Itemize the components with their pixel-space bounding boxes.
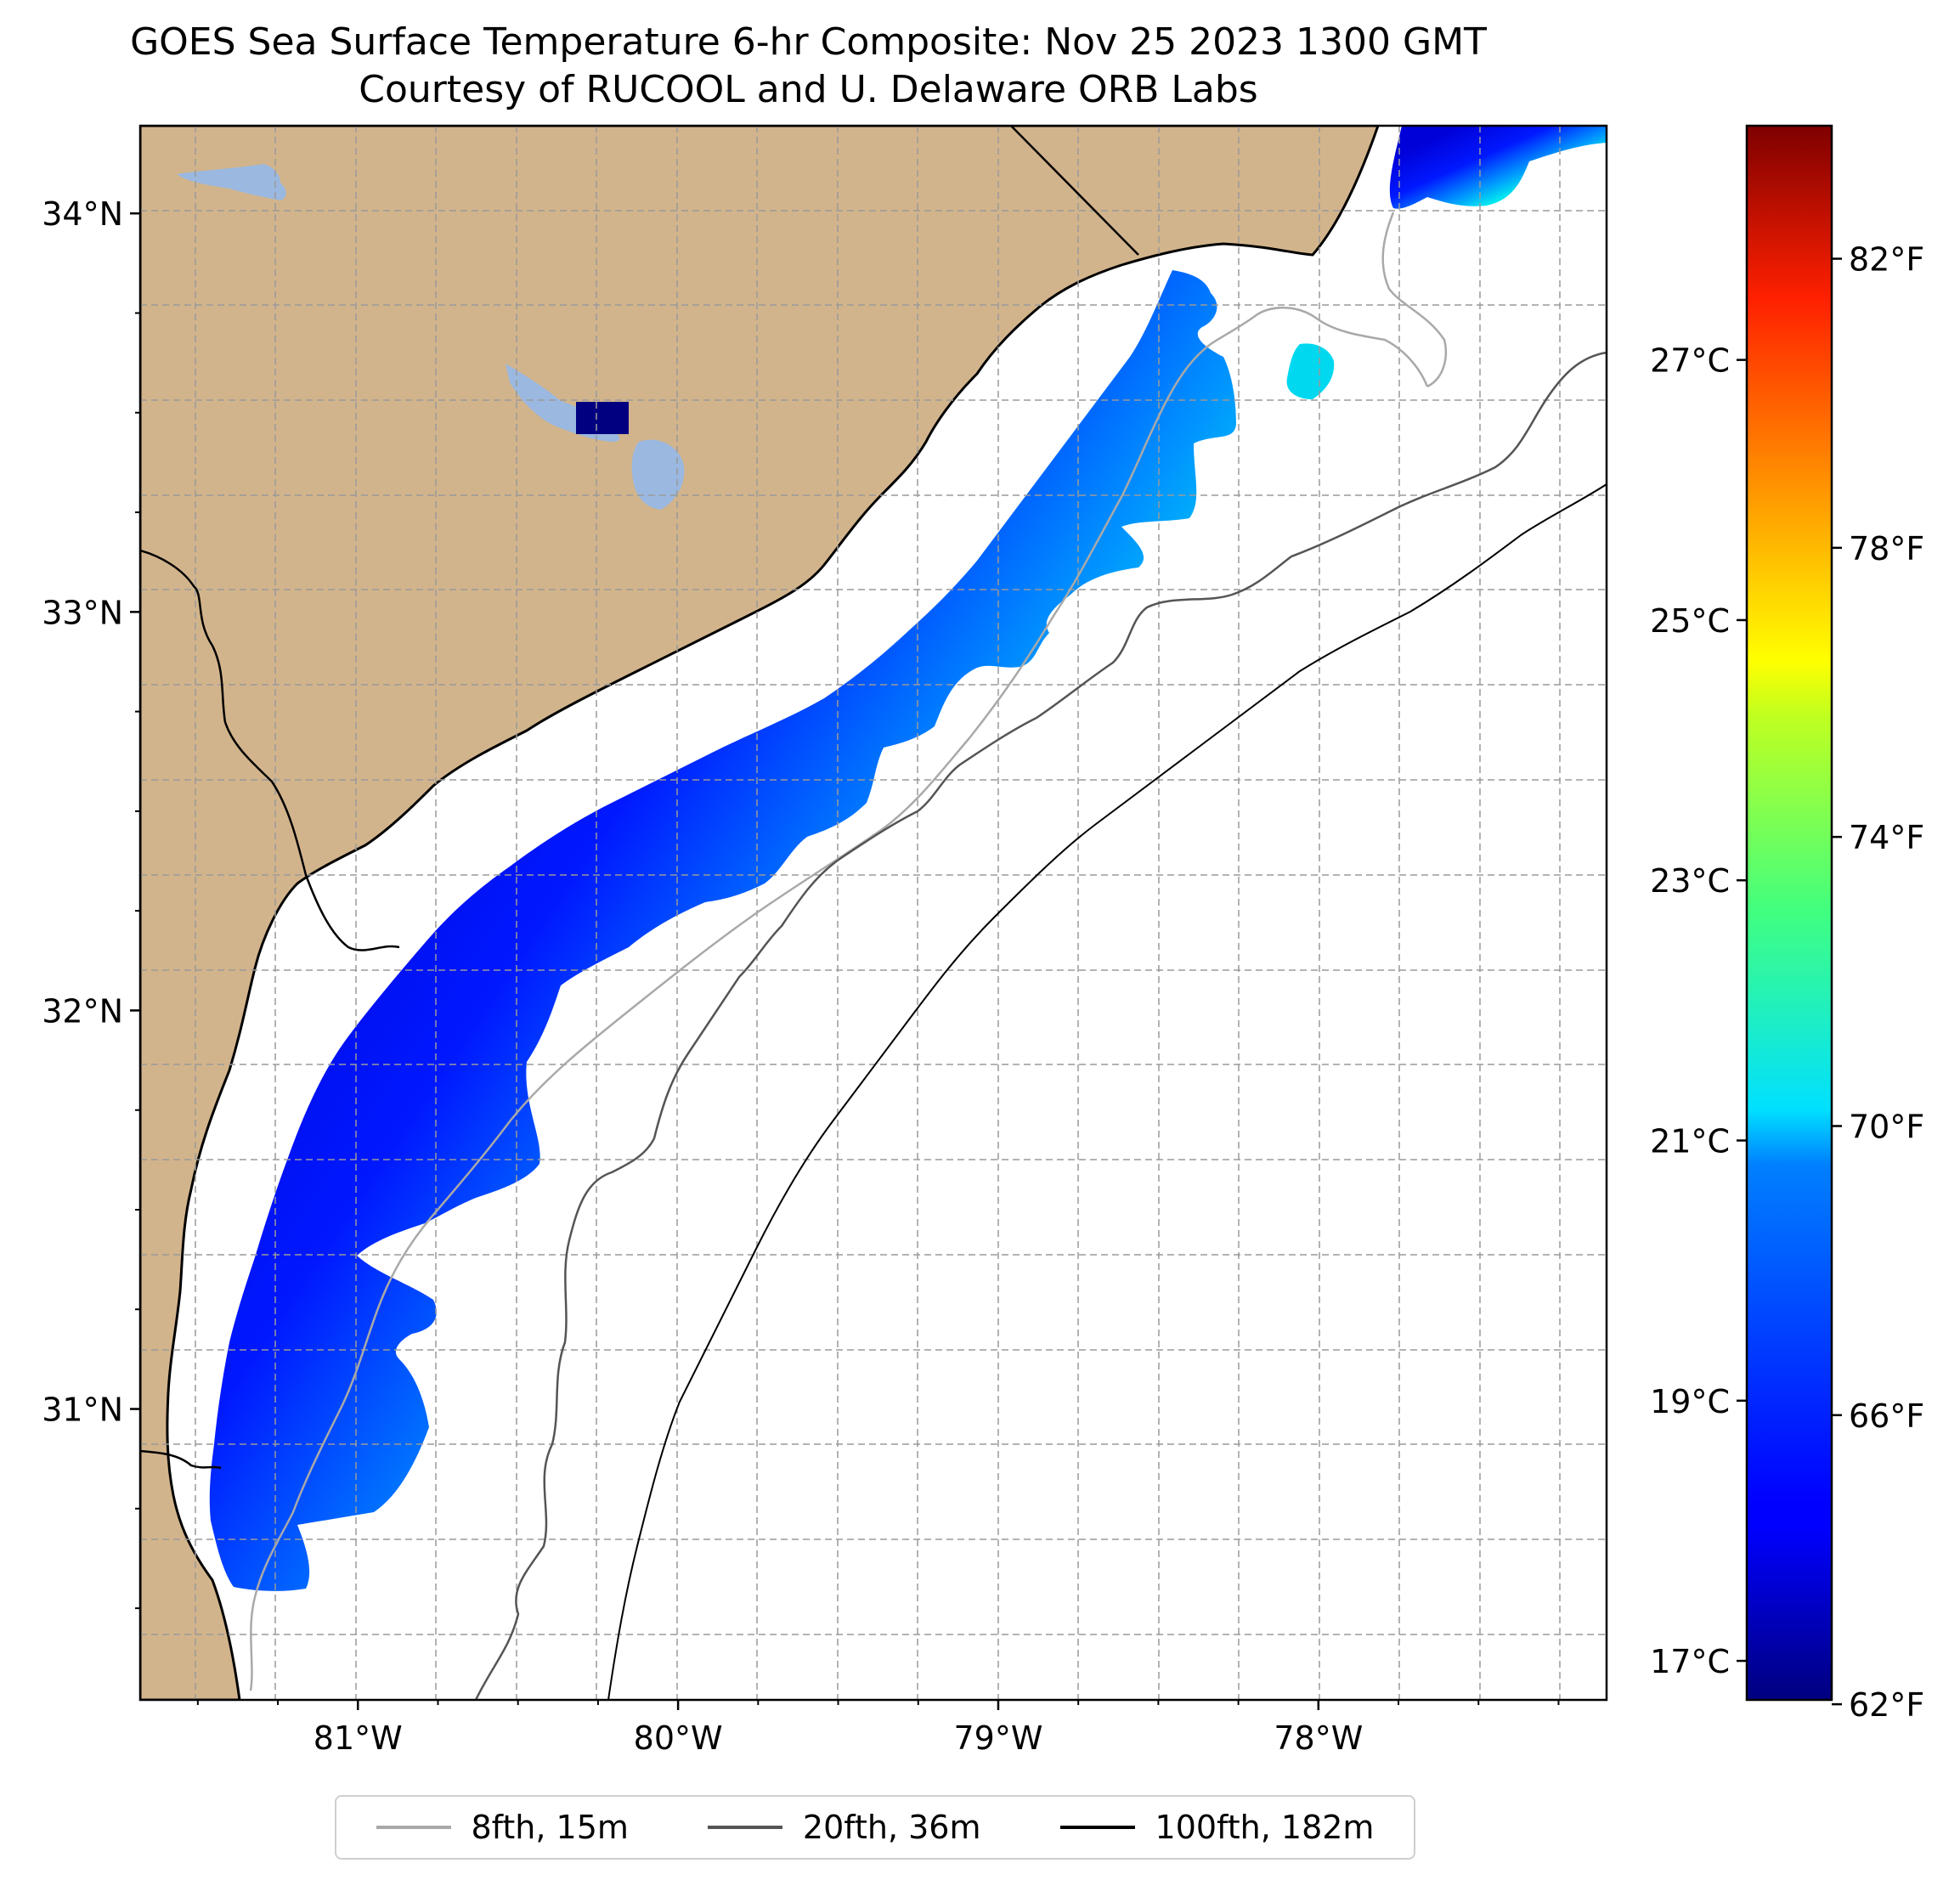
sst-swath [209, 270, 1237, 1591]
fahrenheit-tick-label: 74°F [1849, 819, 1924, 856]
celsius-tick-label: 27°C [1650, 342, 1730, 380]
fahrenheit-tick-label: 62°F [1849, 1686, 1924, 1724]
lat-tick-label: 33°N [42, 594, 123, 631]
river-savannah [140, 549, 400, 951]
map-subtitle: Courtesy of RUCOOL and U. Delaware ORB L… [359, 68, 1258, 111]
legend-label-20fth: 20fth, 36m [802, 1809, 981, 1846]
legend-label-8fth: 8fth, 15m [471, 1809, 629, 1846]
colorbar-celsius-axis: 17°C 19°C 21°C 23°C 25°C 27°C [1650, 342, 1747, 1680]
legend-line-8fth [376, 1826, 451, 1829]
fahrenheit-tick-label: 82°F [1849, 241, 1924, 279]
minor-ticks [135, 212, 1560, 1705]
legend-item-20fth: 20fth, 36m [707, 1809, 981, 1846]
lat-tick-label: 32°N [42, 992, 123, 1030]
colorbar-fahrenheit-axis: 62°F 66°F 70°F 74°F 78°F 82°F [1832, 241, 1924, 1724]
lon-tick-label: 78°W [1274, 1719, 1363, 1757]
isobath-100fth [607, 483, 1607, 1700]
legend-item-8fth: 8fth, 15m [376, 1809, 629, 1846]
legend-line-100fth [1059, 1826, 1135, 1829]
isobath-8fth [249, 212, 1448, 1691]
colorbar [1745, 124, 1833, 1702]
celsius-tick-label: 19°C [1650, 1383, 1730, 1420]
lon-axis: 81°W 80°W 79°W 78°W [313, 1700, 1363, 1757]
legend-line-20fth [707, 1826, 782, 1829]
legend-label-100fth: 100fth, 182m [1155, 1809, 1375, 1846]
sst-offshore-patch [1286, 343, 1335, 399]
lat-tick-label: 34°N [42, 195, 123, 233]
isobath-legend: 8fth, 15m 20fth, 36m 100fth, 182m [335, 1795, 1415, 1860]
lat-tick-label: 31°N [42, 1392, 123, 1429]
map-title: GOES Sea Surface Temperature 6-hr Compos… [130, 20, 1487, 64]
lon-tick-label: 81°W [313, 1719, 403, 1757]
lon-tick-label: 80°W [634, 1719, 723, 1757]
lon-tick-label: 79°W [954, 1719, 1043, 1757]
fahrenheit-tick-label: 70°F [1849, 1108, 1924, 1145]
isobath-20fth [474, 351, 1607, 1700]
celsius-tick-label: 21°C [1650, 1122, 1730, 1160]
celsius-tick-label: 17°C [1650, 1643, 1730, 1680]
celsius-tick-label: 25°C [1650, 602, 1730, 640]
lake-north [177, 164, 286, 200]
river-st-marys [140, 1449, 222, 1470]
state-border [1010, 126, 1139, 256]
lake-moultrie [631, 439, 685, 510]
sst-ne-patch [1389, 126, 1607, 209]
map-frame [138, 124, 1608, 1702]
legend-item-100fth: 100fth, 182m [1059, 1809, 1375, 1846]
celsius-tick-label: 23°C [1650, 862, 1730, 900]
lake-cold-pixel [576, 402, 629, 434]
fahrenheit-tick-label: 66°F [1849, 1397, 1924, 1435]
lat-axis: 34°N 33°N 32°N 31°N [42, 195, 140, 1429]
fahrenheit-tick-label: 78°F [1849, 530, 1924, 567]
